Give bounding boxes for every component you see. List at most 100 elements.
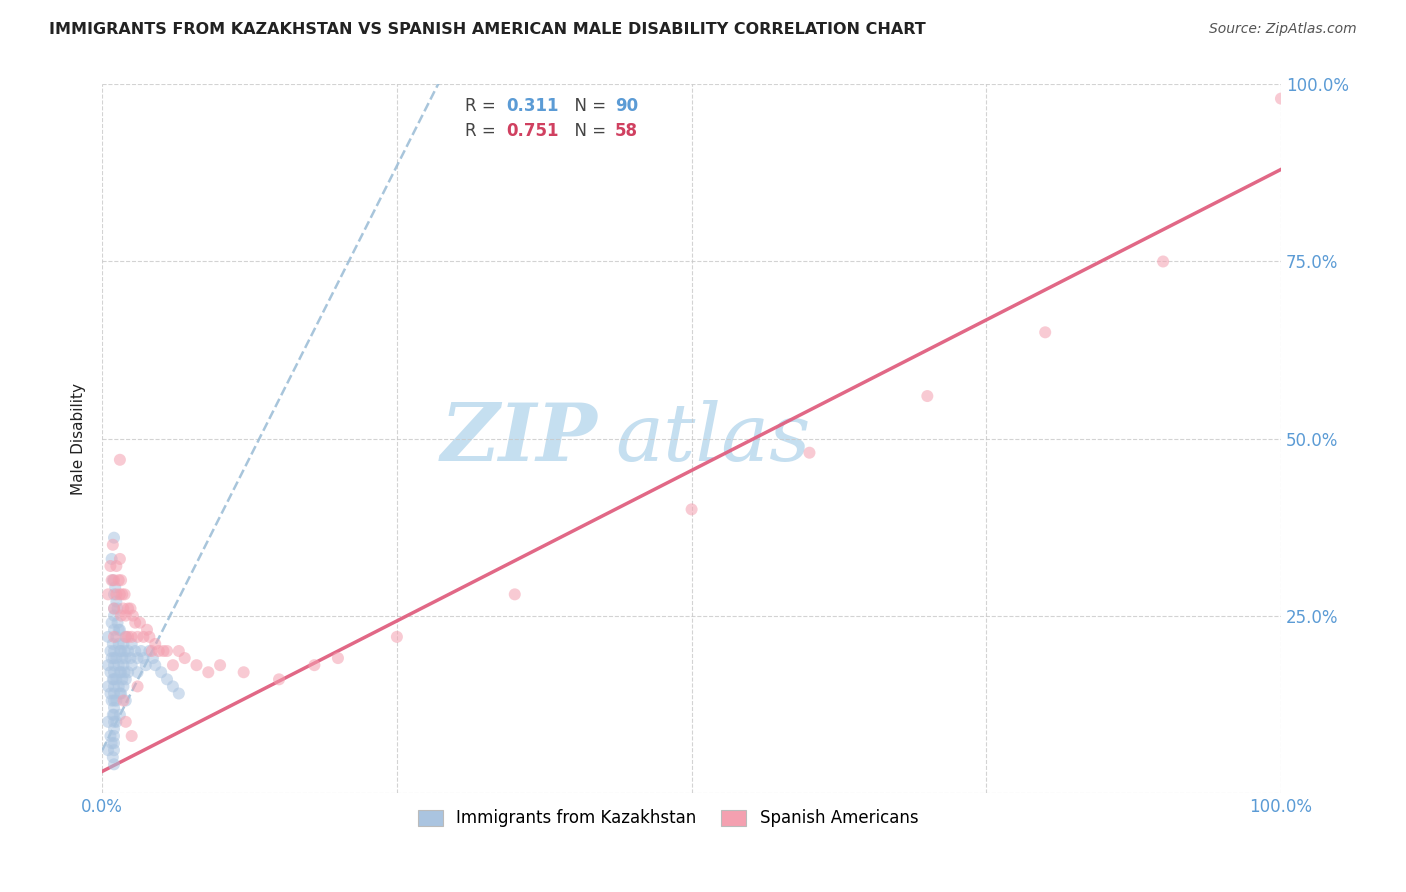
Point: [143, 637, 166, 651]
Point: [105, 651, 128, 665]
Point: [108, 707, 131, 722]
Point: [108, 665, 131, 680]
Point: [97, 714, 120, 729]
Point: [103, 714, 125, 729]
Text: 58: 58: [614, 122, 638, 140]
Point: [127, 630, 149, 644]
Point: [103, 673, 125, 687]
Point: [103, 601, 125, 615]
Point: [111, 587, 134, 601]
Point: [97, 587, 120, 601]
Point: [108, 623, 131, 637]
Point: [104, 580, 127, 594]
Point: [112, 680, 135, 694]
Point: [114, 630, 136, 644]
Point: [112, 637, 135, 651]
Point: [112, 693, 135, 707]
Point: [173, 651, 195, 665]
Point: [124, 644, 146, 658]
Point: [100, 559, 122, 574]
Point: [101, 637, 124, 651]
Point: [1270, 92, 1292, 106]
Point: [114, 693, 136, 707]
Point: [100, 736, 122, 750]
Point: [101, 750, 124, 764]
Point: [100, 651, 122, 665]
Point: [100, 686, 122, 700]
Point: [110, 665, 132, 680]
Point: [105, 673, 128, 687]
Point: [120, 601, 142, 615]
Point: [162, 658, 184, 673]
Point: [108, 587, 131, 601]
Point: [105, 587, 128, 601]
Point: [799, 446, 821, 460]
Point: [132, 630, 155, 644]
Point: [103, 665, 125, 680]
Point: [112, 658, 135, 673]
Point: [135, 658, 157, 673]
Point: [121, 658, 143, 673]
Point: [103, 743, 125, 757]
Point: [103, 700, 125, 714]
Point: [114, 587, 136, 601]
Point: [100, 552, 122, 566]
Text: Source: ZipAtlas.com: Source: ZipAtlas.com: [1209, 22, 1357, 37]
Point: [110, 686, 132, 700]
Point: [111, 651, 134, 665]
Point: [186, 658, 208, 673]
Point: [129, 644, 152, 658]
Point: [114, 665, 136, 680]
Point: [103, 658, 125, 673]
Point: [232, 665, 254, 680]
Point: [114, 673, 136, 687]
Point: [304, 658, 326, 673]
Point: [503, 587, 526, 601]
Text: N =: N =: [564, 122, 612, 140]
Point: [114, 644, 136, 658]
Point: [107, 637, 129, 651]
Point: [105, 714, 128, 729]
Point: [681, 502, 703, 516]
Point: [100, 729, 122, 743]
Point: [101, 573, 124, 587]
Text: ZIP: ZIP: [440, 400, 598, 477]
Point: [105, 559, 128, 574]
Point: [97, 680, 120, 694]
Point: [101, 673, 124, 687]
Point: [121, 630, 143, 644]
Point: [150, 665, 173, 680]
Point: [110, 608, 132, 623]
Point: [326, 651, 349, 665]
Point: [156, 644, 179, 658]
Point: [138, 630, 160, 644]
Text: 0.311: 0.311: [506, 96, 560, 115]
Point: [127, 665, 149, 680]
Point: [142, 651, 165, 665]
Point: [103, 680, 125, 694]
Point: [103, 531, 125, 545]
Point: [114, 714, 136, 729]
Point: [117, 665, 139, 680]
Point: [132, 651, 155, 665]
Point: [97, 743, 120, 757]
Point: [917, 389, 939, 403]
Point: [105, 594, 128, 608]
Point: [103, 587, 125, 601]
Point: [114, 630, 136, 644]
Point: [138, 644, 160, 658]
Point: [100, 693, 122, 707]
Point: [136, 623, 159, 637]
Point: [114, 608, 136, 623]
Point: [120, 651, 142, 665]
Point: [103, 601, 125, 615]
Point: [97, 630, 120, 644]
Point: [103, 608, 125, 623]
Text: IMMIGRANTS FROM KAZAKHSTAN VS SPANISH AMERICAN MALE DISABILITY CORRELATION CHART: IMMIGRANTS FROM KAZAKHSTAN VS SPANISH AM…: [49, 22, 927, 37]
Text: R =: R =: [465, 122, 502, 140]
Point: [167, 686, 190, 700]
Point: [103, 693, 125, 707]
Point: [108, 686, 131, 700]
Point: [103, 736, 125, 750]
Point: [148, 644, 170, 658]
